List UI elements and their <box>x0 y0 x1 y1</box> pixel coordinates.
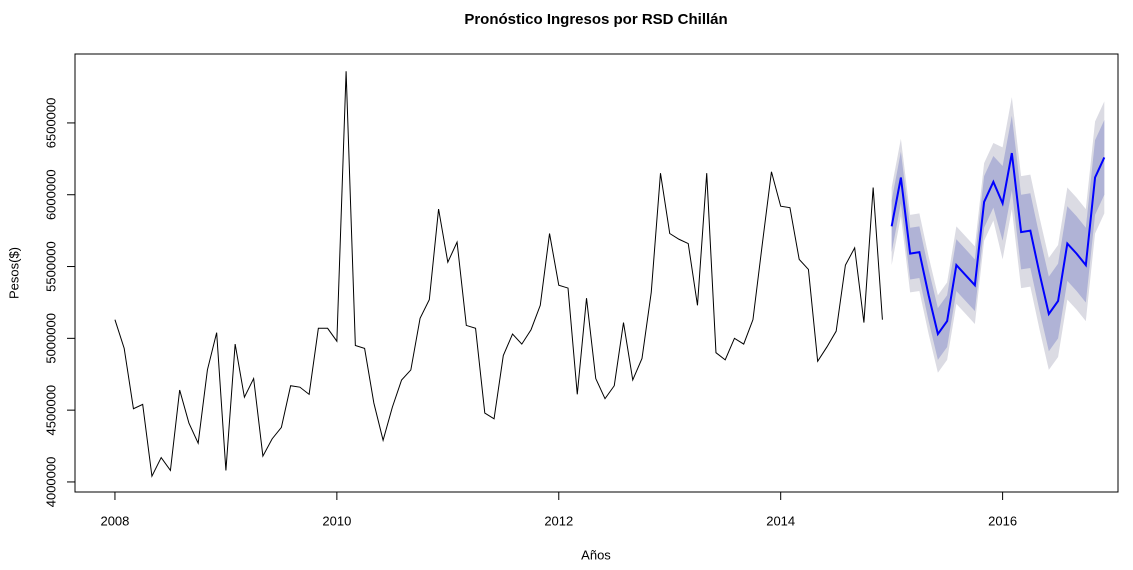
x-tick-label: 2012 <box>544 513 573 528</box>
y-tick-label: 4500000 <box>43 385 58 436</box>
y-tick-label: 5500000 <box>43 241 58 292</box>
interval-band <box>891 115 1105 360</box>
y-tick-label: 5000000 <box>43 313 58 364</box>
y-tick-label: 6000000 <box>43 169 58 220</box>
series-line <box>890 152 1106 337</box>
y-tick-label: 6500000 <box>43 98 58 149</box>
x-tick-label: 2016 <box>988 513 1017 528</box>
chart-title: Pronóstico Ingresos por RSD Chillán <box>464 11 727 28</box>
x-tick-label: 2008 <box>100 513 129 528</box>
y-axis-label: Pesos($) <box>6 247 21 299</box>
x-tick-label: 2010 <box>322 513 351 528</box>
y-tick-label: 4000000 <box>43 457 58 508</box>
series-line <box>114 71 883 478</box>
x-axis-label: Años <box>581 547 611 562</box>
x-tick-label: 2014 <box>766 513 795 528</box>
